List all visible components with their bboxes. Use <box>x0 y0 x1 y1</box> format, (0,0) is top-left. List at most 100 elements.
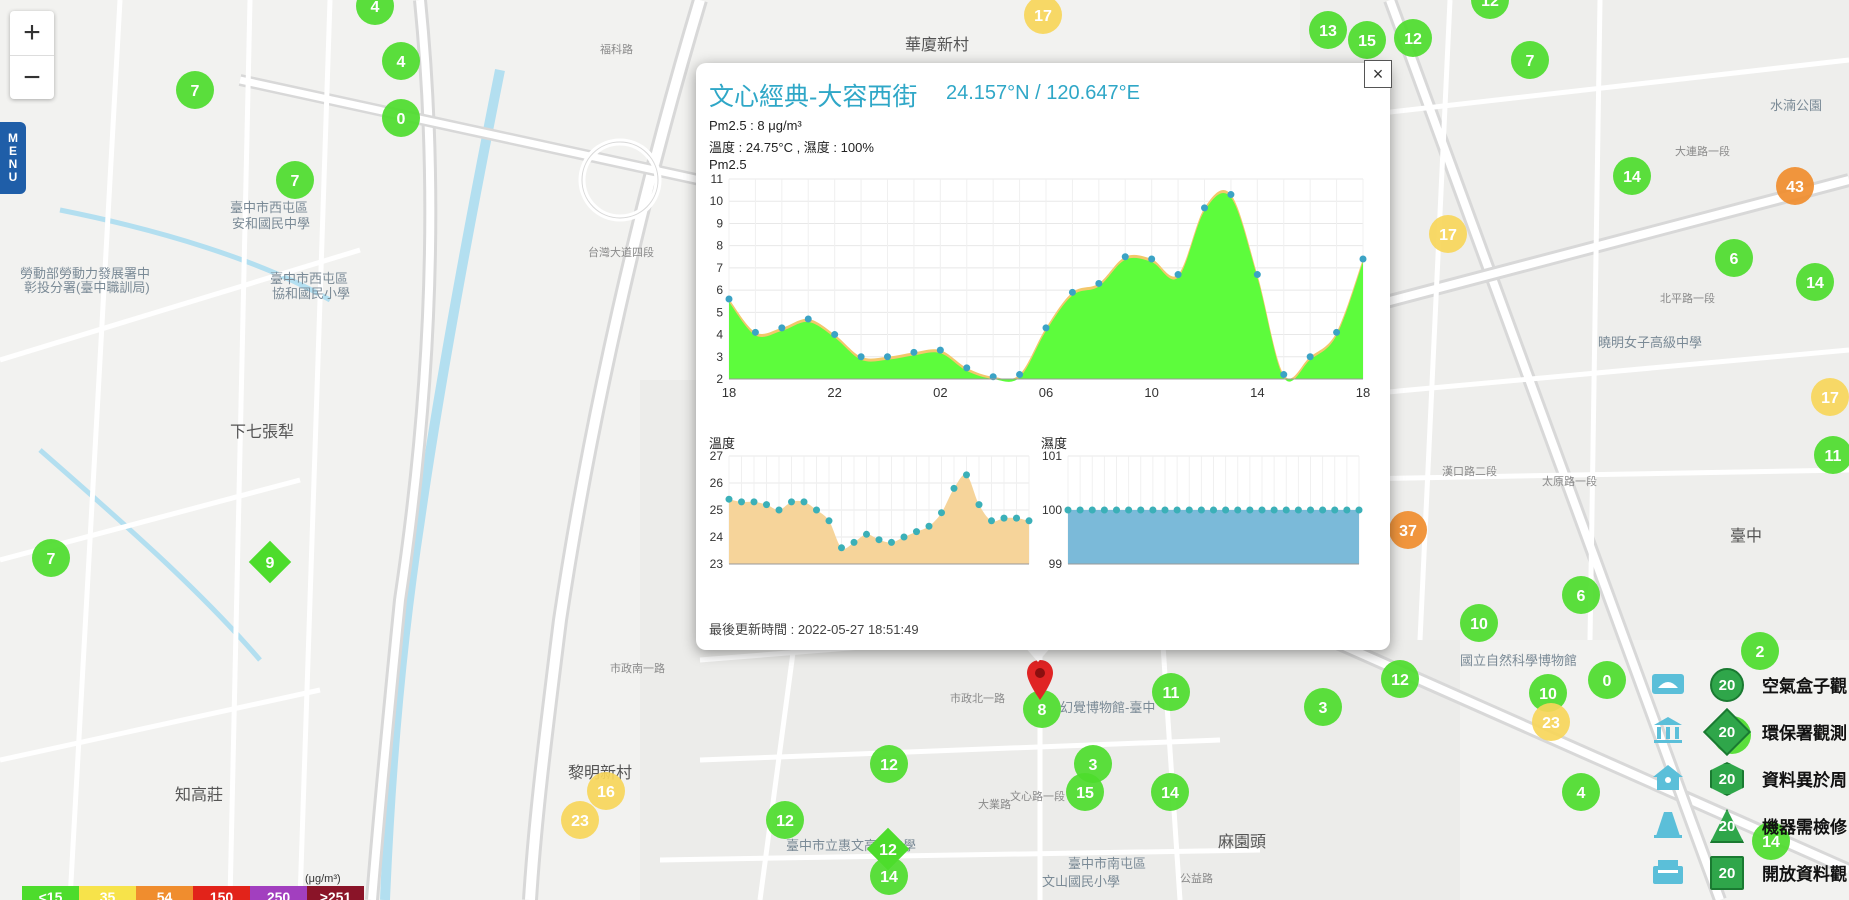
data-point <box>1025 517 1033 525</box>
data-point <box>763 501 770 509</box>
legend-row-epa[interactable]: 20 環保署觀測 <box>1650 707 1849 757</box>
menu-tab[interactable]: M E N U <box>0 122 26 194</box>
zoom-in-button[interactable]: + <box>10 11 54 56</box>
station-marker[interactable]: 4 <box>382 42 420 80</box>
station-marker[interactable]: 10 <box>1529 674 1567 712</box>
data-point <box>778 324 786 332</box>
data-point <box>750 498 758 506</box>
station-marker-value: 10 <box>1470 616 1488 633</box>
station-marker-value: 9 <box>266 555 275 572</box>
station-marker-value: 10 <box>1539 686 1557 703</box>
legend-row-opendata[interactable]: 20 開放資料觀 <box>1650 852 1849 892</box>
station-marker[interactable]: 2 <box>1741 632 1779 670</box>
selected-station-pin-icon[interactable] <box>1027 660 1053 700</box>
y-tick-label: 27 <box>710 449 724 463</box>
station-marker[interactable]: 8 <box>1023 690 1061 728</box>
station-marker[interactable]: 17 <box>1429 215 1467 253</box>
station-marker[interactable]: 7 <box>1511 41 1549 79</box>
station-marker[interactable]: 0 <box>1588 661 1626 699</box>
station-marker[interactable]: 4 <box>1562 773 1600 811</box>
station-marker[interactable]: 14 <box>1151 773 1189 811</box>
y-tick-label: 7 <box>716 261 723 275</box>
temp-chart-label: 溫度 <box>709 436 736 451</box>
station-marker[interactable]: 23 <box>1532 703 1570 741</box>
station-marker[interactable]: 11 <box>1152 673 1190 711</box>
legend-label: 資料異於周 <box>1762 771 1847 790</box>
series-area <box>729 193 1363 382</box>
scale-segment: 250 <box>250 886 307 900</box>
station-marker[interactable]: 12 <box>766 801 804 839</box>
x-tick-label: 06 <box>1039 385 1053 400</box>
station-marker[interactable]: 15 <box>1066 773 1104 811</box>
y-tick-label: 101 <box>1042 449 1062 463</box>
station-marker[interactable]: 7 <box>276 161 314 199</box>
station-marker-value: 14 <box>1161 785 1179 802</box>
y-tick-label: 23 <box>710 557 724 571</box>
station-marker[interactable]: 13 <box>1309 11 1347 49</box>
station-marker[interactable]: 12 <box>1381 660 1419 698</box>
station-marker[interactable]: 7 <box>32 539 70 577</box>
legend-row-abnormal[interactable]: 20 資料異於周 <box>1650 758 1849 798</box>
data-point <box>850 538 858 546</box>
station-marker[interactable]: 11 <box>1814 436 1849 474</box>
station-marker[interactable]: 4 <box>356 0 394 25</box>
legend-label: 環保署觀測 <box>1762 724 1847 743</box>
legend-badge: 20 <box>1710 809 1744 843</box>
data-point <box>1013 514 1020 522</box>
station-marker[interactable]: 37 <box>1389 511 1427 549</box>
data-point <box>1100 506 1108 514</box>
y-tick-label: 2 <box>716 372 723 386</box>
station-marker[interactable]: 12 <box>870 745 908 783</box>
data-point <box>1042 324 1050 332</box>
station-marker[interactable]: 16 <box>587 772 625 810</box>
legend-badge: 20 <box>1710 856 1744 890</box>
station-marker[interactable]: 17 <box>1024 0 1062 34</box>
place-label: 國立自然科學博物館 <box>1460 653 1577 668</box>
data-point <box>1333 328 1341 336</box>
station-marker[interactable]: 14 <box>870 857 908 895</box>
station-marker-value: 0 <box>397 111 406 128</box>
place-label: 市政北一路 <box>950 691 1005 705</box>
station-marker-value: 11 <box>1825 448 1842 465</box>
y-tick-label: 11 <box>711 173 724 186</box>
legend-row-maintenance[interactable]: 20 機器需檢修 <box>1650 805 1849 845</box>
station-marker[interactable]: 14 <box>1752 822 1790 860</box>
station-marker[interactable]: 12 <box>1471 0 1509 19</box>
station-marker[interactable]: 6 <box>1562 576 1600 614</box>
station-marker[interactable]: 14 <box>1796 263 1834 301</box>
station-marker[interactable]: 3 <box>1304 688 1342 726</box>
data-point <box>857 353 865 361</box>
scale-segment: 54 <box>136 886 193 900</box>
station-marker-value: 12 <box>879 842 897 859</box>
station-marker-value: 12 <box>1404 31 1422 48</box>
pm25-reading: Pm2.5 : 8 μg/m³ <box>709 118 802 133</box>
airbox-icon <box>1652 674 1684 694</box>
station-marker[interactable]: 12 <box>1394 19 1432 57</box>
station-marker[interactable]: 23 <box>561 801 599 839</box>
station-marker[interactable]: 0 <box>382 99 420 137</box>
station-marker[interactable]: 15 <box>1348 21 1386 59</box>
humidity-chart-label: 濕度 <box>1041 436 1068 451</box>
popup-close-button[interactable]: × <box>1364 60 1392 88</box>
station-marker[interactable]: 14 <box>1613 157 1651 195</box>
scale-segment: 150 <box>193 886 250 900</box>
place-label: 協和國民小學 <box>272 286 350 301</box>
x-tick-label: 02 <box>933 385 947 400</box>
place-label: 公益路 <box>1180 871 1213 885</box>
place-label: 北平路一段 <box>1660 291 1715 305</box>
station-marker-value: 43 <box>1786 179 1804 196</box>
station-marker[interactable]: 43 <box>1776 167 1814 205</box>
station-marker[interactable]: 10 <box>1460 604 1498 642</box>
station-marker[interactable]: 6 <box>1715 239 1753 277</box>
station-marker[interactable]: 17 <box>1811 378 1849 416</box>
data-point <box>863 530 870 538</box>
zoom-out-button[interactable]: − <box>23 61 41 94</box>
data-point <box>813 506 820 514</box>
station-marker-value: 12 <box>880 757 898 774</box>
station-marker[interactable]: 7 <box>176 71 214 109</box>
data-point <box>831 331 839 339</box>
data-point <box>1222 506 1230 514</box>
place-label: 水湳公園 <box>1770 98 1822 113</box>
place-label: 下七張犁 <box>230 423 294 441</box>
legend-row-airbox[interactable]: 20 空氣盒子觀 <box>1650 664 1849 704</box>
